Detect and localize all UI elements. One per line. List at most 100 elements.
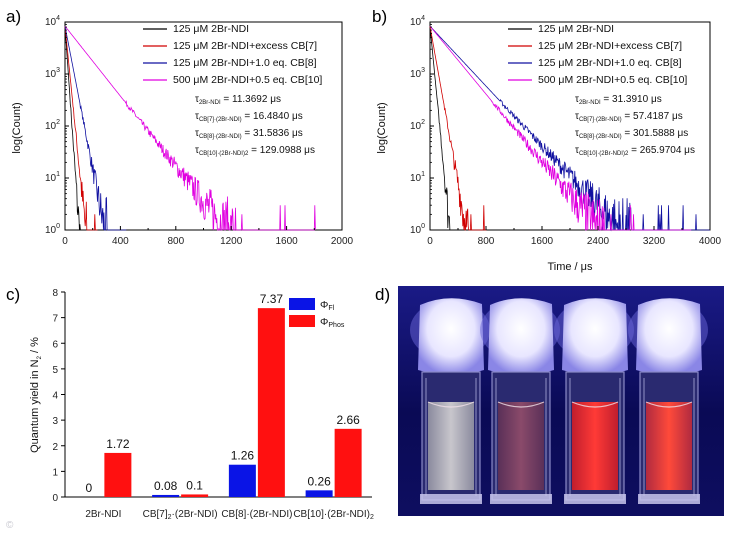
y-tick-label: 103 xyxy=(45,67,60,80)
y-tick-label: 102 xyxy=(45,119,60,132)
y-tick-label: 0 xyxy=(52,493,58,504)
x-tick-label: 4000 xyxy=(699,236,722,247)
x-tick-label: 2400 xyxy=(587,236,610,247)
legend-label-0: 125 μM 2Br-NDI xyxy=(173,23,249,35)
decay-curve-3 xyxy=(64,25,316,231)
legend-label-3: 500 μM 2Br-NDI+0.5 eq. CB[10] xyxy=(538,74,687,86)
panel-c-ylabel: Quantum yield in N2 / % xyxy=(29,337,43,453)
lifetime-annotation-1: τCB[7]·(2Br-NDI) = 16.4840 μs xyxy=(195,111,303,123)
y-tick-label: 1 xyxy=(52,467,58,478)
decay-curve-3 xyxy=(429,25,692,231)
y-tick-label: 104 xyxy=(410,15,425,28)
x-tick-label: 0 xyxy=(62,236,68,247)
y-tick-label: 7 xyxy=(52,314,58,325)
legend-label-0: ΦFl xyxy=(320,299,335,312)
bar-3-1 xyxy=(334,428,362,497)
panel-a-curves xyxy=(64,25,316,231)
y-tick-label: 6 xyxy=(52,339,58,350)
panel-b-frame xyxy=(429,21,711,231)
decay-curve-0 xyxy=(64,26,88,231)
bar-value-label-1-1: 0.1 xyxy=(186,478,203,492)
cuvette-1 xyxy=(480,298,560,504)
cuvette-liquid xyxy=(428,402,474,490)
panel-a-ylabel: log(Count) xyxy=(11,102,23,153)
panel-b-curves xyxy=(429,25,710,232)
category-label-0: 2Br-NDI xyxy=(85,509,121,520)
cuvette-cap xyxy=(636,298,702,375)
cuvette-meniscus xyxy=(497,401,545,408)
bar-1-1 xyxy=(181,494,209,497)
panel-c-label: c) xyxy=(6,285,20,304)
cuvette-3 xyxy=(628,298,708,504)
panel-d-photo xyxy=(398,286,724,516)
bar-1-0 xyxy=(152,494,180,497)
y-tick-label: 4 xyxy=(52,391,58,402)
x-tick-label: 1200 xyxy=(220,236,243,247)
x-tick-label: 400 xyxy=(112,236,129,247)
x-tick-label: 3200 xyxy=(643,236,666,247)
cuvette-meniscus xyxy=(645,401,693,408)
lifetime-annotation-0: τ2Br-NDI = 11.3692 μs xyxy=(195,94,281,106)
bar-value-label-0-0: 0 xyxy=(86,481,93,495)
legend-swatch-0 xyxy=(289,298,315,310)
y-tick-label: 102 xyxy=(410,119,425,132)
legend-label-2: 125 μM 2Br-NDI+1.0 eq. CB[8] xyxy=(173,57,317,69)
lifetime-annotation-1: τCB[7]·(2Br-NDI) = 57.4187 μs xyxy=(575,111,683,123)
bar-2-0 xyxy=(228,464,256,497)
cuvette-2 xyxy=(554,298,634,504)
legend-label-1: ΦPhos xyxy=(320,316,345,329)
panel-a-lifetimes: τ2Br-NDI = 11.3692 μs τCB[7]·(2Br-NDI) = … xyxy=(195,94,315,157)
lifetime-annotation-0: τ2Br-NDI = 31.3910 μs xyxy=(575,94,662,106)
panel-c-ticks: 0 1 2 3 4 5 6 7 8 xyxy=(52,288,65,504)
legend-label-1: 125 μM 2Br-NDI+excess CB[7] xyxy=(173,40,317,52)
bar-value-label-0-1: 1.72 xyxy=(106,437,130,451)
watermark-icon: © xyxy=(6,520,14,531)
y-tick-label: 5 xyxy=(52,365,58,376)
x-tick-label: 2000 xyxy=(331,236,354,247)
decay-curve-2 xyxy=(64,26,127,231)
category-label-1: CB[7]2·(2Br-NDI) xyxy=(143,509,218,521)
cuvette-group xyxy=(410,298,708,504)
y-tick-label: 104 xyxy=(45,15,60,28)
y-tick-label: 103 xyxy=(410,67,425,80)
cuvette-base xyxy=(638,494,700,504)
panel-b-ticks: 0 800 1600 2400 3200 4000 100 101 102 103 104 xyxy=(410,15,722,247)
bar-2-1 xyxy=(257,308,285,497)
y-tick-label: 101 xyxy=(45,171,60,184)
bar-3-0 xyxy=(305,490,333,497)
lifetime-annotation-2: τCB[8]·(2Br-NDI) = 31.5836 μs xyxy=(195,128,303,140)
legend-label-2: 125 μM 2Br-NDI+1.0 eq. CB[8] xyxy=(538,57,682,69)
y-tick-label: 3 xyxy=(52,416,58,427)
bar-value-label-3-0: 0.26 xyxy=(307,474,331,488)
legend-label-0: 125 μM 2Br-NDI xyxy=(538,23,614,35)
x-tick-label: 1600 xyxy=(275,236,298,247)
panel-a-legend: 125 μM 2Br-NDI 125 μM 2Br-NDI+excess CB[7… xyxy=(143,23,322,86)
panel-b-plot: log(Count) Time / μs 0 800 1600 2400 3200 400… xyxy=(376,15,722,273)
y-tick-label: 100 xyxy=(410,223,425,236)
panel-b-lifetimes: τ2Br-NDI = 31.3910 μs τCB[7]·(2Br-NDI) = … xyxy=(575,94,695,157)
cuvette-liquid xyxy=(572,402,618,490)
panel-a-ticks: 0 400 800 1200 1600 2000 100 101 102 103 104 xyxy=(45,15,354,247)
panel-a-plot: log(Count) 0 400 800 1200 1600 2000 100 101 102 1… xyxy=(11,15,354,247)
cuvette-0 xyxy=(410,298,490,504)
legend-swatch-1 xyxy=(289,315,315,327)
x-tick-label: 800 xyxy=(167,236,184,247)
panel-c-bars: 0 1.72 0.08 0.1 1.26 7.37 0.26 2.66 xyxy=(86,292,362,497)
x-tick-label: 800 xyxy=(478,236,495,247)
lifetime-annotation-3: τCB[10]·(2Br-NDI)2 = 265.9704 μs xyxy=(575,145,695,157)
decay-curve-1 xyxy=(64,26,98,231)
cuvette-liquid xyxy=(498,402,544,490)
panel-b-xlabel: Time / μs xyxy=(547,261,593,273)
y-tick-label: 101 xyxy=(410,171,425,184)
decay-curve-0 xyxy=(429,26,462,231)
bar-value-label-1-0: 0.08 xyxy=(154,479,178,493)
panel-b-legend: 125 μM 2Br-NDI 125 μM 2Br-NDI+excess CB[7… xyxy=(508,23,687,86)
cuvette-liquid xyxy=(646,402,692,490)
panel-b-label: b) xyxy=(372,7,387,26)
panel-c-category-labels: 2Br-NDI CB[7]2·(2Br-NDI) CB[8]·(2Br-NDI) CB… xyxy=(85,509,374,521)
y-tick-label: 2 xyxy=(52,442,58,453)
cuvette-base xyxy=(564,494,626,504)
bar-value-label-3-1: 2.66 xyxy=(336,413,360,427)
cuvette-base xyxy=(420,494,482,504)
